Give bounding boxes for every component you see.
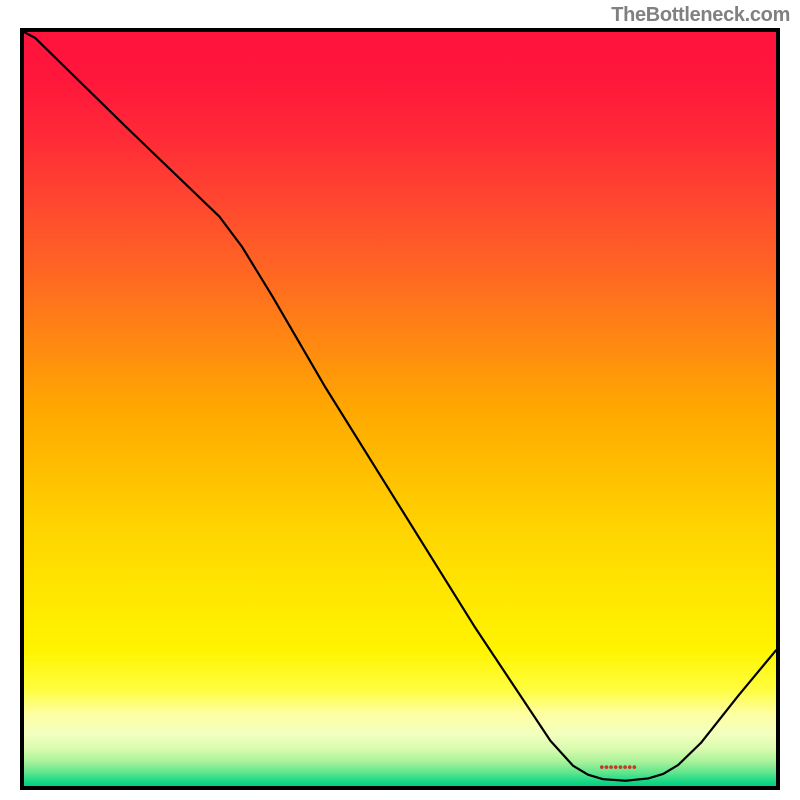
series-overlay [24,32,776,786]
plot-area: •••••••• [20,28,780,790]
attribution-text: TheBottleneck.com [611,4,790,27]
valley-label: •••••••• [599,760,636,775]
bottleneck-curve-line [24,32,776,781]
chart-container: TheBottleneck.com •••••••• [0,0,800,800]
